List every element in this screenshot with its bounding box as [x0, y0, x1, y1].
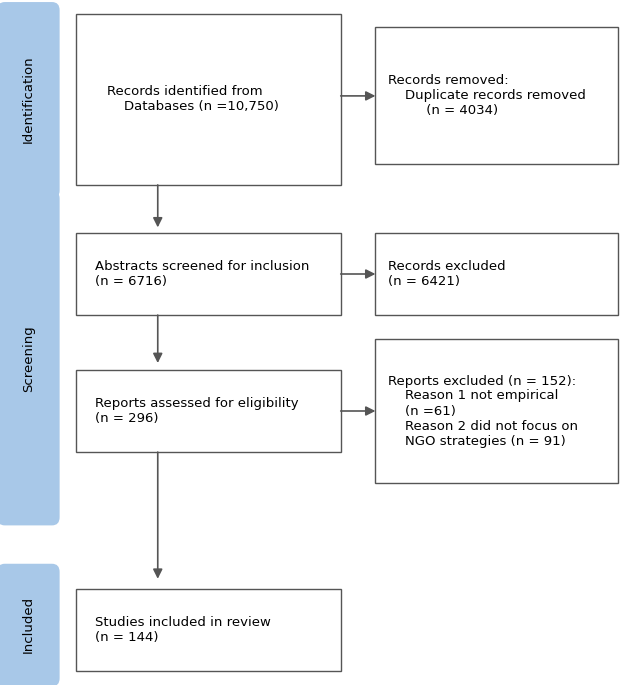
Text: Identification: Identification [22, 55, 35, 143]
Text: Screening: Screening [22, 325, 35, 392]
FancyBboxPatch shape [0, 564, 59, 685]
Text: Records excluded
(n = 6421): Records excluded (n = 6421) [388, 260, 505, 288]
FancyBboxPatch shape [76, 14, 341, 185]
FancyBboxPatch shape [375, 27, 618, 164]
Text: Records identified from
    Databases (n =10,750): Records identified from Databases (n =10… [107, 86, 279, 113]
Text: Records removed:
    Duplicate records removed
         (n = 4034): Records removed: Duplicate records remov… [388, 75, 586, 117]
FancyBboxPatch shape [76, 233, 341, 315]
FancyBboxPatch shape [76, 589, 341, 671]
Text: Abstracts screened for inclusion
(n = 6716): Abstracts screened for inclusion (n = 67… [95, 260, 309, 288]
Text: Included: Included [22, 596, 35, 653]
FancyBboxPatch shape [76, 370, 341, 452]
FancyBboxPatch shape [375, 339, 618, 483]
FancyBboxPatch shape [0, 2, 59, 199]
Text: Reports excluded (n = 152):
    Reason 1 not empirical
    (n =61)
    Reason 2 : Reports excluded (n = 152): Reason 1 not… [388, 375, 578, 447]
FancyBboxPatch shape [0, 190, 59, 525]
FancyBboxPatch shape [375, 233, 618, 315]
Text: Reports assessed for eligibility
(n = 296): Reports assessed for eligibility (n = 29… [95, 397, 298, 425]
Text: Studies included in review
(n = 144): Studies included in review (n = 144) [95, 616, 271, 644]
